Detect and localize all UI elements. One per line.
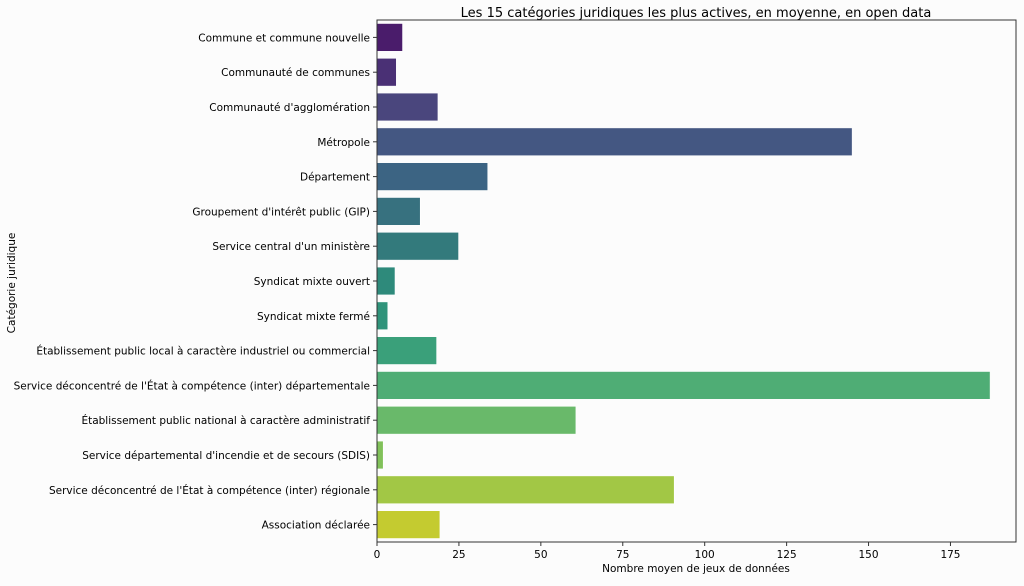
- bar: [376, 405, 577, 435]
- bar: [376, 162, 489, 191]
- bar: [376, 266, 396, 296]
- y-tick-label: Association déclarée: [262, 520, 370, 532]
- x-tick-label: 50: [534, 549, 547, 561]
- bar: [376, 440, 384, 470]
- bar: [376, 371, 991, 400]
- bar: [376, 57, 397, 87]
- chart-title: Les 15 catégories juridiques les plus ac…: [461, 6, 932, 21]
- y-tick-label: Département: [300, 172, 370, 184]
- bar: [376, 336, 437, 365]
- bar: [376, 197, 421, 226]
- x-tick-label: 25: [452, 549, 465, 561]
- y-tick-label: Service central d'un ministère: [212, 241, 370, 253]
- x-tick-label: 75: [616, 549, 629, 561]
- y-axis-label: Catégorie juridique: [6, 233, 18, 334]
- x-tick-label: 0: [374, 549, 381, 561]
- x-axis-label: Nombre moyen de jeux de données: [602, 563, 790, 575]
- y-tick-label: Service déconcentré de l'État à compéten…: [49, 484, 370, 497]
- y-tick-label: Syndicat mixte ouvert: [254, 276, 370, 288]
- y-tick-label: Métropole: [317, 137, 370, 149]
- x-tick-label: 150: [859, 549, 879, 561]
- bar: [376, 23, 403, 52]
- x-ticks-group: 0 25 50 75 100 125 150 175: [374, 542, 960, 561]
- y-tick-label: Établissement public national à caractèr…: [81, 414, 370, 427]
- bar: [376, 231, 459, 261]
- y-tick-label: Groupement d'intérêt public (GIP): [192, 206, 370, 218]
- bars-group: [376, 23, 991, 539]
- x-tick-label: 100: [695, 549, 715, 561]
- y-tick-label: Service départemental d'incendie et de s…: [82, 450, 370, 462]
- bar: [376, 475, 675, 505]
- y-tick-label: Service déconcentré de l'État à compéten…: [14, 379, 370, 392]
- bar: [376, 301, 389, 331]
- y-tick-label: Syndicat mixte fermé: [257, 311, 370, 323]
- y-tick-label: Commune et commune nouvelle: [198, 32, 370, 44]
- x-tick-label: 125: [777, 549, 797, 561]
- y-tick-label: Communauté d'agglomération: [209, 102, 370, 114]
- bar: [376, 92, 439, 122]
- bar: [376, 127, 853, 157]
- y-tick-label: Établissement public local à caractère i…: [36, 345, 370, 358]
- plot-frame: [376, 19, 1017, 543]
- x-tick-label: 175: [940, 549, 960, 561]
- y-tick-label: Communauté de communes: [221, 67, 370, 79]
- y-ticks-group: Commune et commune nouvelle Communauté de…: [14, 32, 377, 532]
- bar: [376, 510, 441, 539]
